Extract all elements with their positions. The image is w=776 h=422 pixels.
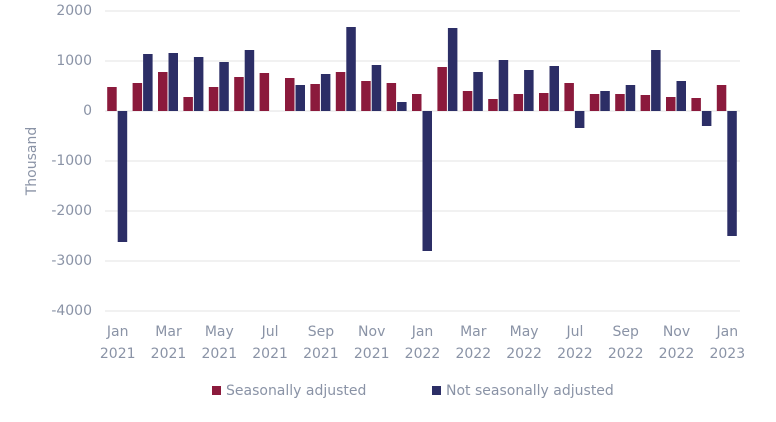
bar xyxy=(589,94,600,111)
x-tick-label: Sep 2021 xyxy=(303,324,339,362)
y-tick-label: 2000 xyxy=(56,3,92,19)
bar xyxy=(386,83,397,111)
bar xyxy=(447,28,458,111)
bar xyxy=(549,66,559,111)
bar xyxy=(473,72,483,111)
bar xyxy=(666,97,676,111)
y-axis-label: Thousand xyxy=(24,127,40,197)
bar xyxy=(412,94,422,111)
bar xyxy=(716,85,727,111)
bar xyxy=(295,85,305,111)
x-tick-label: Mar 2021 xyxy=(151,324,187,362)
bar xyxy=(371,65,382,111)
x-tick-label: Jul 2022 xyxy=(557,324,593,362)
bar xyxy=(259,73,270,111)
y-tick-label: -1000 xyxy=(51,153,92,169)
y-tick-label: 0 xyxy=(83,103,92,119)
bar xyxy=(437,67,447,111)
y-tick-label: -2000 xyxy=(51,203,92,219)
bar xyxy=(676,81,686,111)
bar xyxy=(183,97,193,111)
bar xyxy=(524,70,534,111)
bar xyxy=(117,111,128,242)
x-tick-label: Jan 2022 xyxy=(405,324,441,362)
bar xyxy=(219,62,229,111)
bar xyxy=(320,74,331,111)
bar xyxy=(488,99,498,111)
bar xyxy=(168,53,178,111)
x-tick-label: Mar 2022 xyxy=(455,324,491,362)
bar xyxy=(691,98,701,111)
bar xyxy=(600,91,610,111)
bar xyxy=(244,50,255,111)
legend-swatch xyxy=(432,386,441,395)
x-tick-label: Nov 2021 xyxy=(354,324,390,362)
bar xyxy=(346,27,356,111)
bar xyxy=(361,81,371,111)
bar xyxy=(651,50,661,111)
bar xyxy=(539,93,549,111)
legend-label: Not seasonally adjusted xyxy=(446,383,614,399)
bar xyxy=(727,111,737,236)
bar xyxy=(285,78,295,111)
x-tick-label: May 2022 xyxy=(506,324,542,362)
bar xyxy=(310,84,320,111)
bar xyxy=(640,95,651,111)
bar xyxy=(701,111,712,126)
bar xyxy=(234,77,244,111)
bar xyxy=(422,111,432,251)
bar xyxy=(107,87,117,111)
y-tick-label: -4000 xyxy=(51,303,92,319)
bar xyxy=(498,60,509,111)
y-tick-label: -3000 xyxy=(51,253,92,269)
bar xyxy=(143,54,153,111)
legend-swatch xyxy=(212,386,221,395)
legend-label: Seasonally adjusted xyxy=(226,383,366,399)
bar xyxy=(513,94,524,111)
y-tick-label: 1000 xyxy=(56,53,92,69)
bar xyxy=(208,87,219,111)
x-tick-label: May 2021 xyxy=(201,324,237,362)
bar xyxy=(132,83,143,111)
bar xyxy=(158,72,168,111)
x-tick-label: Jan 2023 xyxy=(709,324,745,362)
x-tick-label: Jul 2021 xyxy=(252,324,288,362)
bar xyxy=(193,57,204,111)
bar xyxy=(615,94,625,111)
bar xyxy=(574,111,585,128)
x-tick-label: Jan 2021 xyxy=(100,324,136,362)
bar xyxy=(462,91,473,111)
x-tick-label: Nov 2022 xyxy=(659,324,695,362)
bar xyxy=(335,72,346,111)
bar xyxy=(397,102,407,111)
x-tick-label: Sep 2022 xyxy=(608,324,644,362)
bar xyxy=(564,83,574,111)
bar xyxy=(625,85,636,111)
